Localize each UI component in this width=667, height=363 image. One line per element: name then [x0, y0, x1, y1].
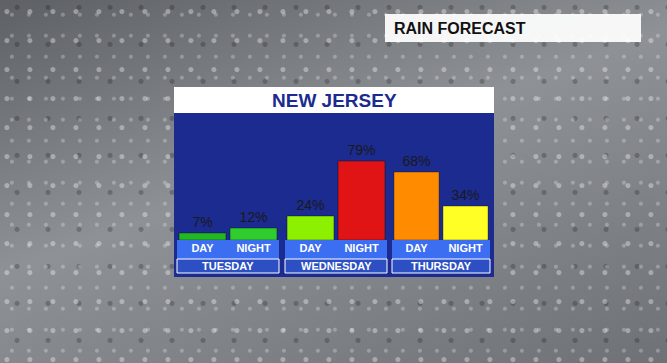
- svg-text:DAY: DAY: [299, 242, 322, 254]
- svg-text:DAY: DAY: [191, 242, 214, 254]
- svg-text:34%: 34%: [451, 187, 479, 203]
- svg-text:NIGHT: NIGHT: [344, 242, 379, 254]
- svg-text:NEW JERSEY: NEW JERSEY: [272, 90, 397, 111]
- svg-text:DAY: DAY: [405, 242, 428, 254]
- svg-text:WEDNESDAY: WEDNESDAY: [301, 260, 372, 272]
- svg-text:THURSDAY: THURSDAY: [411, 260, 472, 272]
- svg-text:NIGHT: NIGHT: [448, 242, 483, 254]
- svg-text:24%: 24%: [296, 197, 324, 213]
- svg-text:NIGHT: NIGHT: [236, 242, 271, 254]
- svg-text:12%: 12%: [239, 209, 267, 225]
- svg-text:79%: 79%: [347, 142, 375, 158]
- svg-text:TUESDAY: TUESDAY: [202, 260, 254, 272]
- svg-text:RAIN FORECAST: RAIN FORECAST: [394, 20, 526, 37]
- svg-text:7%: 7%: [192, 214, 212, 230]
- svg-text:68%: 68%: [402, 153, 430, 169]
